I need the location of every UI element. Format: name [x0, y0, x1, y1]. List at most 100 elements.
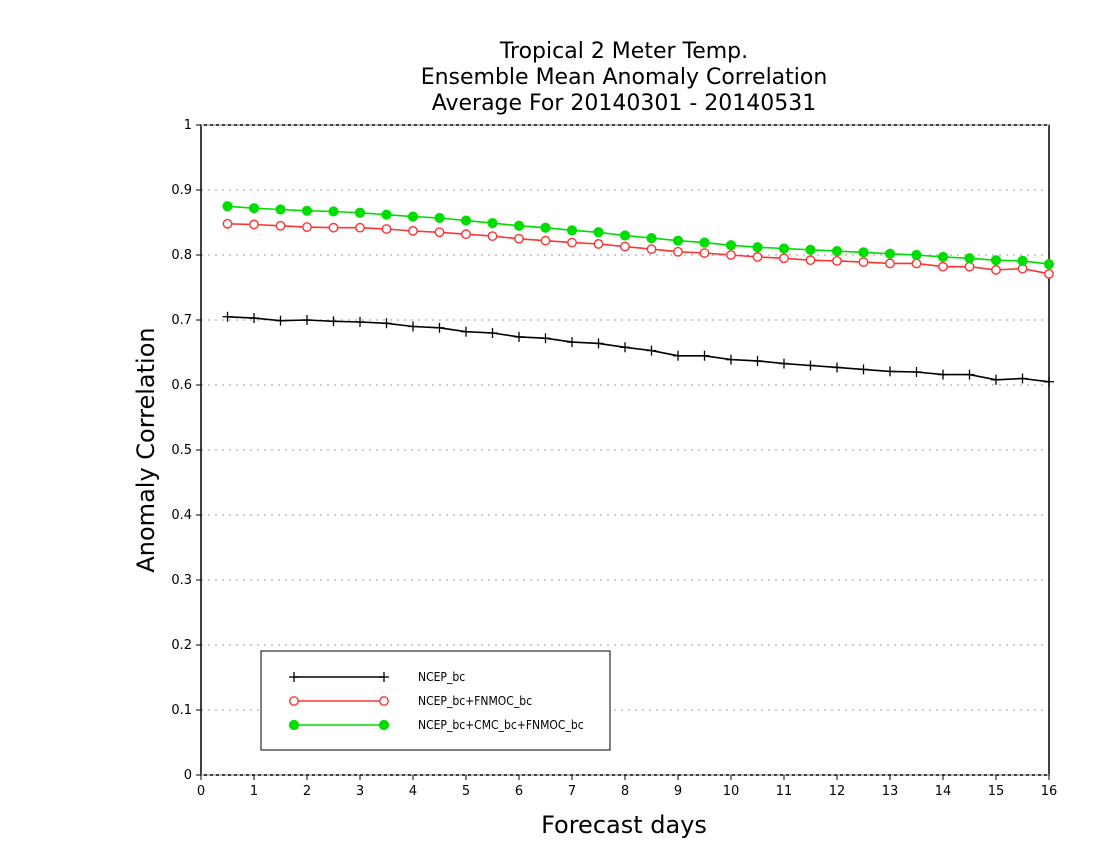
data-point	[885, 366, 895, 377]
x-tick-label: 9	[674, 784, 682, 799]
x-tick-label: 8	[621, 784, 629, 799]
data-point	[1044, 376, 1054, 387]
y-tick-label: 0.8	[171, 248, 192, 263]
data-point	[408, 226, 418, 236]
data-point	[752, 355, 763, 366]
x-tick-label: 14	[935, 784, 952, 799]
data-point	[566, 225, 578, 236]
x-tick-label: 0	[197, 784, 205, 799]
data-point	[779, 253, 789, 264]
data-point	[911, 249, 922, 261]
x-axis-title: Forecast days	[541, 811, 707, 839]
data-point	[328, 316, 339, 327]
data-point	[328, 222, 339, 233]
x-tick-label: 13	[882, 784, 899, 799]
data-point	[513, 220, 525, 231]
title-line-2: Ensemble Mean Anomaly Correlation	[421, 65, 828, 90]
legend-marker	[289, 672, 299, 682]
x-tick-label: 1	[250, 784, 258, 799]
x-tick-label: 15	[988, 784, 1005, 799]
data-point	[593, 227, 604, 238]
title-line-3: Average For 20140301 - 20140531	[432, 91, 817, 116]
data-point	[1017, 373, 1028, 384]
y-tick-label: 0.7	[171, 313, 192, 328]
data-point	[673, 246, 683, 257]
series-1	[222, 218, 1054, 279]
data-point	[1043, 259, 1055, 270]
data-point	[990, 255, 1002, 266]
chart-title: Tropical 2 Meter Temp. Ensemble Mean Ano…	[421, 39, 828, 116]
x-tick-label: 3	[356, 784, 364, 799]
data-point	[726, 354, 736, 365]
data-point	[937, 251, 949, 263]
data-point	[328, 206, 339, 217]
y-tick-label: 0.1	[171, 703, 192, 718]
data-point	[832, 255, 842, 266]
legend-marker	[379, 672, 389, 682]
x-tick-label: 12	[829, 784, 846, 799]
data-point	[964, 261, 975, 272]
data-point	[964, 369, 975, 380]
series-line	[227, 223, 1050, 275]
y-tick-label: 0	[184, 768, 192, 783]
y-tick-label: 0.2	[171, 638, 192, 653]
x-tick-label: 4	[409, 784, 417, 799]
series-2	[222, 201, 1055, 270]
y-tick-label: 0.6	[171, 378, 192, 393]
data-point	[302, 222, 312, 232]
title-line-1: Tropical 2 Meter Temp.	[499, 39, 748, 64]
data-point	[248, 203, 260, 214]
legend: NCEP_bc NCEP_bc+FNMOC_bc NCEP_bc+CMC_bc+FN…	[260, 650, 611, 751]
x-tick-label: 2	[303, 784, 311, 799]
legend-label: NCEP_bc+CMC_bc+FNMOC_bc	[418, 718, 584, 732]
data-point	[487, 231, 498, 242]
data-point	[884, 248, 896, 259]
data-point	[699, 350, 710, 361]
data-point	[355, 316, 365, 327]
y-tick-label: 0.9	[171, 183, 192, 198]
data-point	[355, 222, 365, 233]
data-point	[275, 315, 286, 326]
data-point	[938, 369, 948, 380]
data-point	[354, 207, 366, 218]
data-point	[673, 350, 683, 361]
data-point	[460, 215, 472, 226]
x-tick-label: 10	[723, 784, 740, 799]
data-point	[487, 328, 498, 338]
data-point	[646, 244, 657, 255]
data-point	[434, 322, 445, 333]
data-point	[540, 333, 551, 344]
data-point	[381, 209, 392, 220]
data-point	[222, 311, 233, 322]
data-point	[646, 233, 657, 244]
data-point	[434, 227, 445, 238]
data-point	[407, 211, 419, 222]
x-tick-label: 6	[515, 784, 523, 799]
legend-entry: NCEP_bc+FNMOC_bc	[289, 694, 532, 708]
data-point	[593, 239, 604, 249]
data-point	[381, 224, 392, 234]
legend-label: NCEP_bc	[418, 670, 465, 684]
data-point	[620, 241, 630, 252]
data-point	[699, 237, 710, 248]
data-point	[778, 243, 790, 254]
data-point	[885, 258, 895, 269]
y-tick-label: 0.4	[171, 508, 192, 523]
series-0	[222, 311, 1054, 387]
data-point	[540, 222, 551, 233]
gridlines	[201, 189, 1049, 711]
data-point	[752, 252, 763, 262]
data-point	[805, 244, 816, 255]
data-point	[487, 218, 498, 229]
data-point	[858, 247, 869, 258]
series-line	[227, 316, 1050, 383]
data-point	[726, 250, 736, 260]
data-point	[858, 257, 869, 268]
x-tick-label: 7	[568, 784, 576, 799]
data-point	[302, 315, 312, 325]
data-point	[461, 229, 471, 240]
legend-entry: NCEP_bc	[289, 670, 465, 684]
data-point	[301, 205, 313, 216]
data-point	[222, 201, 233, 212]
data-point	[249, 219, 259, 230]
